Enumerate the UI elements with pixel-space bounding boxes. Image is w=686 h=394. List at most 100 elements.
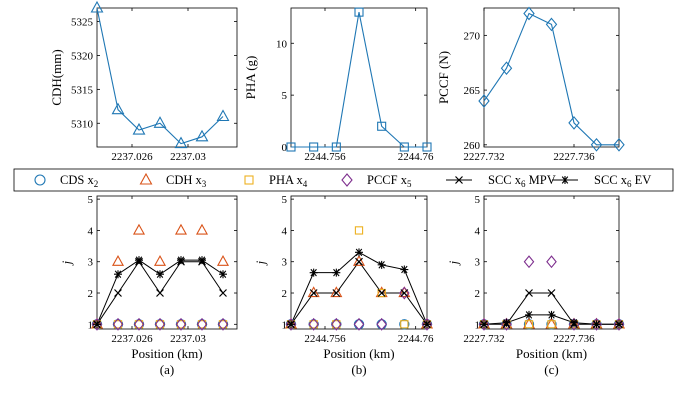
data-point: [525, 289, 533, 297]
data-point: [307, 286, 320, 298]
legend-label-ev: SCC x6 EV: [594, 173, 651, 189]
data-point: [331, 317, 342, 331]
panel-top-b: 0 5 10 2244.756 2244.76 PHA (g): [243, 7, 434, 163]
data-point: [480, 320, 488, 329]
data-point: [287, 320, 295, 329]
legend-label-pccf: PCCF x5: [367, 173, 412, 189]
data-point: [174, 223, 188, 235]
x-tick-label: 2227.732: [463, 333, 504, 345]
panel-bottom-b: 1 2 3 4 5 2244.756 2244.76 j Position (km)(b): [253, 194, 434, 377]
data-point: [478, 94, 490, 108]
legend-marker-mpv: [455, 176, 463, 184]
data-point: [377, 289, 386, 297]
data-point: [132, 122, 146, 135]
data-point: [376, 317, 387, 331]
data-point: [547, 310, 556, 319]
data-point: [153, 116, 167, 128]
y-tick-label: 10: [276, 38, 288, 50]
legend-subscript: 4: [303, 179, 308, 189]
legend-label-pha: PHA x4: [269, 173, 308, 189]
plot-frame: [483, 195, 620, 330]
data-point: [112, 317, 124, 331]
x-tick-label: 2244.756: [304, 333, 346, 345]
y-tick-label: 3: [475, 257, 481, 269]
y-axis-label: CDH(mm): [49, 49, 64, 105]
data-point: [195, 129, 209, 142]
data-point: [523, 255, 535, 269]
data-point: [355, 257, 363, 266]
data-point: [154, 317, 166, 331]
y-tick-label: 1: [88, 319, 94, 331]
panel-caption: (b): [351, 362, 366, 377]
data-point: [399, 286, 410, 300]
y-tick-label: 0: [282, 142, 288, 154]
data-point: [196, 317, 208, 331]
data-point: [309, 268, 318, 277]
data-point: [400, 265, 409, 274]
data-point: [217, 317, 229, 331]
y-tick-label: 265: [464, 85, 481, 97]
data-point: [198, 256, 206, 265]
legend-marker-pha: [244, 175, 254, 185]
y-tick-label: 2: [475, 288, 481, 300]
y-tick-label: 3: [282, 257, 288, 269]
data-point: [545, 17, 558, 32]
y-tick-label: 5320: [71, 50, 94, 62]
plot-frame: [96, 195, 238, 330]
legend-subscript: 3: [202, 179, 207, 189]
data-point: [330, 286, 343, 298]
data-point: [308, 317, 319, 331]
data-point: [114, 289, 122, 297]
data-point: [377, 121, 387, 131]
data-point: [354, 7, 364, 17]
data-point: [613, 137, 625, 152]
legend-suffix: MPV: [526, 173, 556, 187]
legend-label-mpv: SCC x6 MPV: [488, 173, 556, 189]
data-point: [195, 223, 209, 235]
y-tick-label: 3: [88, 257, 94, 269]
x-tick-label: 2237.03: [170, 333, 206, 345]
x-tick-label: 2227.732: [463, 151, 504, 163]
data-point: [400, 289, 409, 297]
panel-top-a: 5310 5315 5320 5325 2237.026 2237.03 CDH(mm): [49, 0, 238, 163]
legend-subscript: 6: [521, 179, 526, 189]
panel-caption: (c): [544, 362, 558, 377]
data-point: [590, 137, 603, 152]
data-point: [524, 320, 534, 329]
data-point: [114, 270, 122, 279]
legend-subscript: 6: [627, 179, 632, 189]
data-point: [286, 142, 296, 152]
series-line: [483, 12, 619, 146]
series-line: [96, 7, 224, 145]
data-point: [592, 320, 601, 329]
panel-bottom-c: 1 2 3 4 5 2227.732 2227.736 j Position (km)(c): [446, 194, 626, 377]
x-tick-label: 2227.736: [553, 333, 595, 345]
data-point: [309, 289, 318, 297]
y-tick-label: 5: [282, 90, 288, 102]
data-point: [113, 320, 123, 329]
y-tick-label: 5310: [71, 118, 94, 130]
x-tick-label: 2244.756: [304, 151, 346, 163]
data-point: [546, 255, 557, 269]
y-tick-label: 5315: [71, 84, 94, 96]
data-point: [156, 270, 164, 279]
data-point: [133, 317, 145, 331]
legend-text: CDS x: [60, 173, 94, 187]
series-line: [291, 12, 427, 148]
data-point: [570, 318, 578, 327]
panel-caption: (a): [160, 362, 174, 377]
data-point: [90, 0, 104, 13]
data-point: [547, 289, 556, 297]
legend-text: SCC x: [594, 173, 628, 187]
series-line: [290, 251, 428, 325]
data-point: [175, 317, 187, 331]
data-point: [153, 254, 167, 266]
y-tick-label: 260: [464, 140, 481, 152]
legend-subscript: 5: [407, 179, 412, 189]
data-point: [135, 256, 143, 265]
y-tick-label: 4: [88, 225, 94, 237]
data-point: [156, 289, 164, 297]
plot-frame: [483, 7, 620, 148]
data-point: [377, 260, 386, 269]
legend-marker-cds: [34, 174, 46, 186]
